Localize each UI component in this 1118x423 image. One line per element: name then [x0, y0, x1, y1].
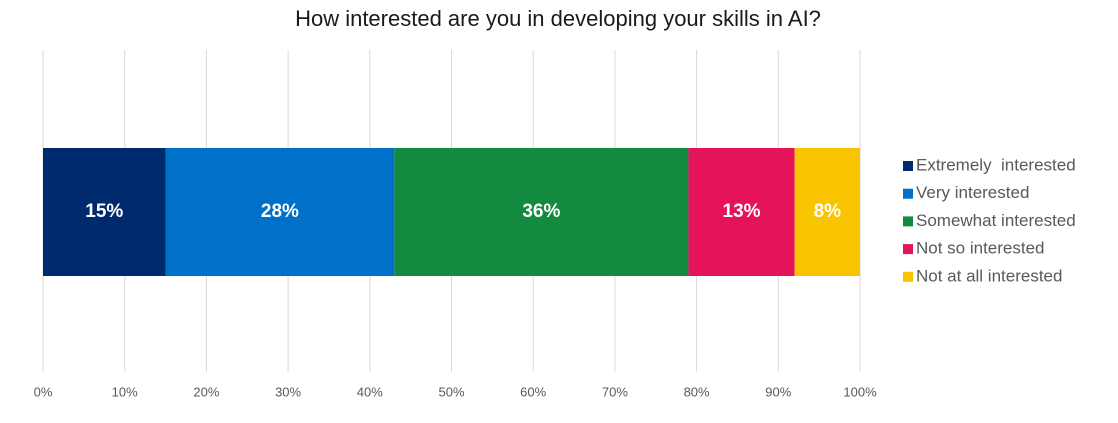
legend-marker	[903, 161, 913, 171]
x-tick-label: 30%	[275, 384, 301, 399]
x-tick-label: 90%	[765, 384, 791, 399]
value-label: 8%	[814, 201, 842, 222]
chart-title: How interested are you in developing you…	[295, 6, 821, 31]
value-label: 28%	[261, 201, 299, 222]
legend-marker	[903, 271, 913, 282]
x-tick-label: 100%	[843, 384, 877, 399]
x-tick-label: 60%	[520, 384, 546, 399]
bar-segment	[394, 148, 689, 276]
legend-label: Extremely interested	[916, 155, 1076, 174]
bar-segment	[43, 148, 166, 276]
bar-segment	[794, 148, 860, 276]
legend-marker	[903, 244, 913, 255]
value-label: 13%	[723, 201, 761, 222]
x-tick-label: 40%	[357, 384, 383, 399]
legend-label: Not at all interested	[916, 266, 1062, 285]
legend-marker	[903, 188, 913, 199]
legend-label: Not so interested	[916, 239, 1045, 258]
bar-segment	[165, 148, 395, 276]
x-tick-label: 50%	[438, 384, 464, 399]
x-tick-label: 20%	[193, 384, 219, 399]
x-tick-label: 70%	[602, 384, 628, 399]
x-tick-label: 80%	[684, 384, 710, 399]
bar-segment	[688, 148, 795, 276]
legend-marker	[903, 216, 913, 227]
legend-label: Somewhat interested	[916, 211, 1076, 230]
legend-label: Very interested	[916, 183, 1029, 202]
x-tick-label: 10%	[112, 384, 138, 399]
x-tick-label: 0%	[34, 384, 53, 399]
value-label: 36%	[522, 201, 560, 222]
value-label: 15%	[85, 201, 123, 222]
